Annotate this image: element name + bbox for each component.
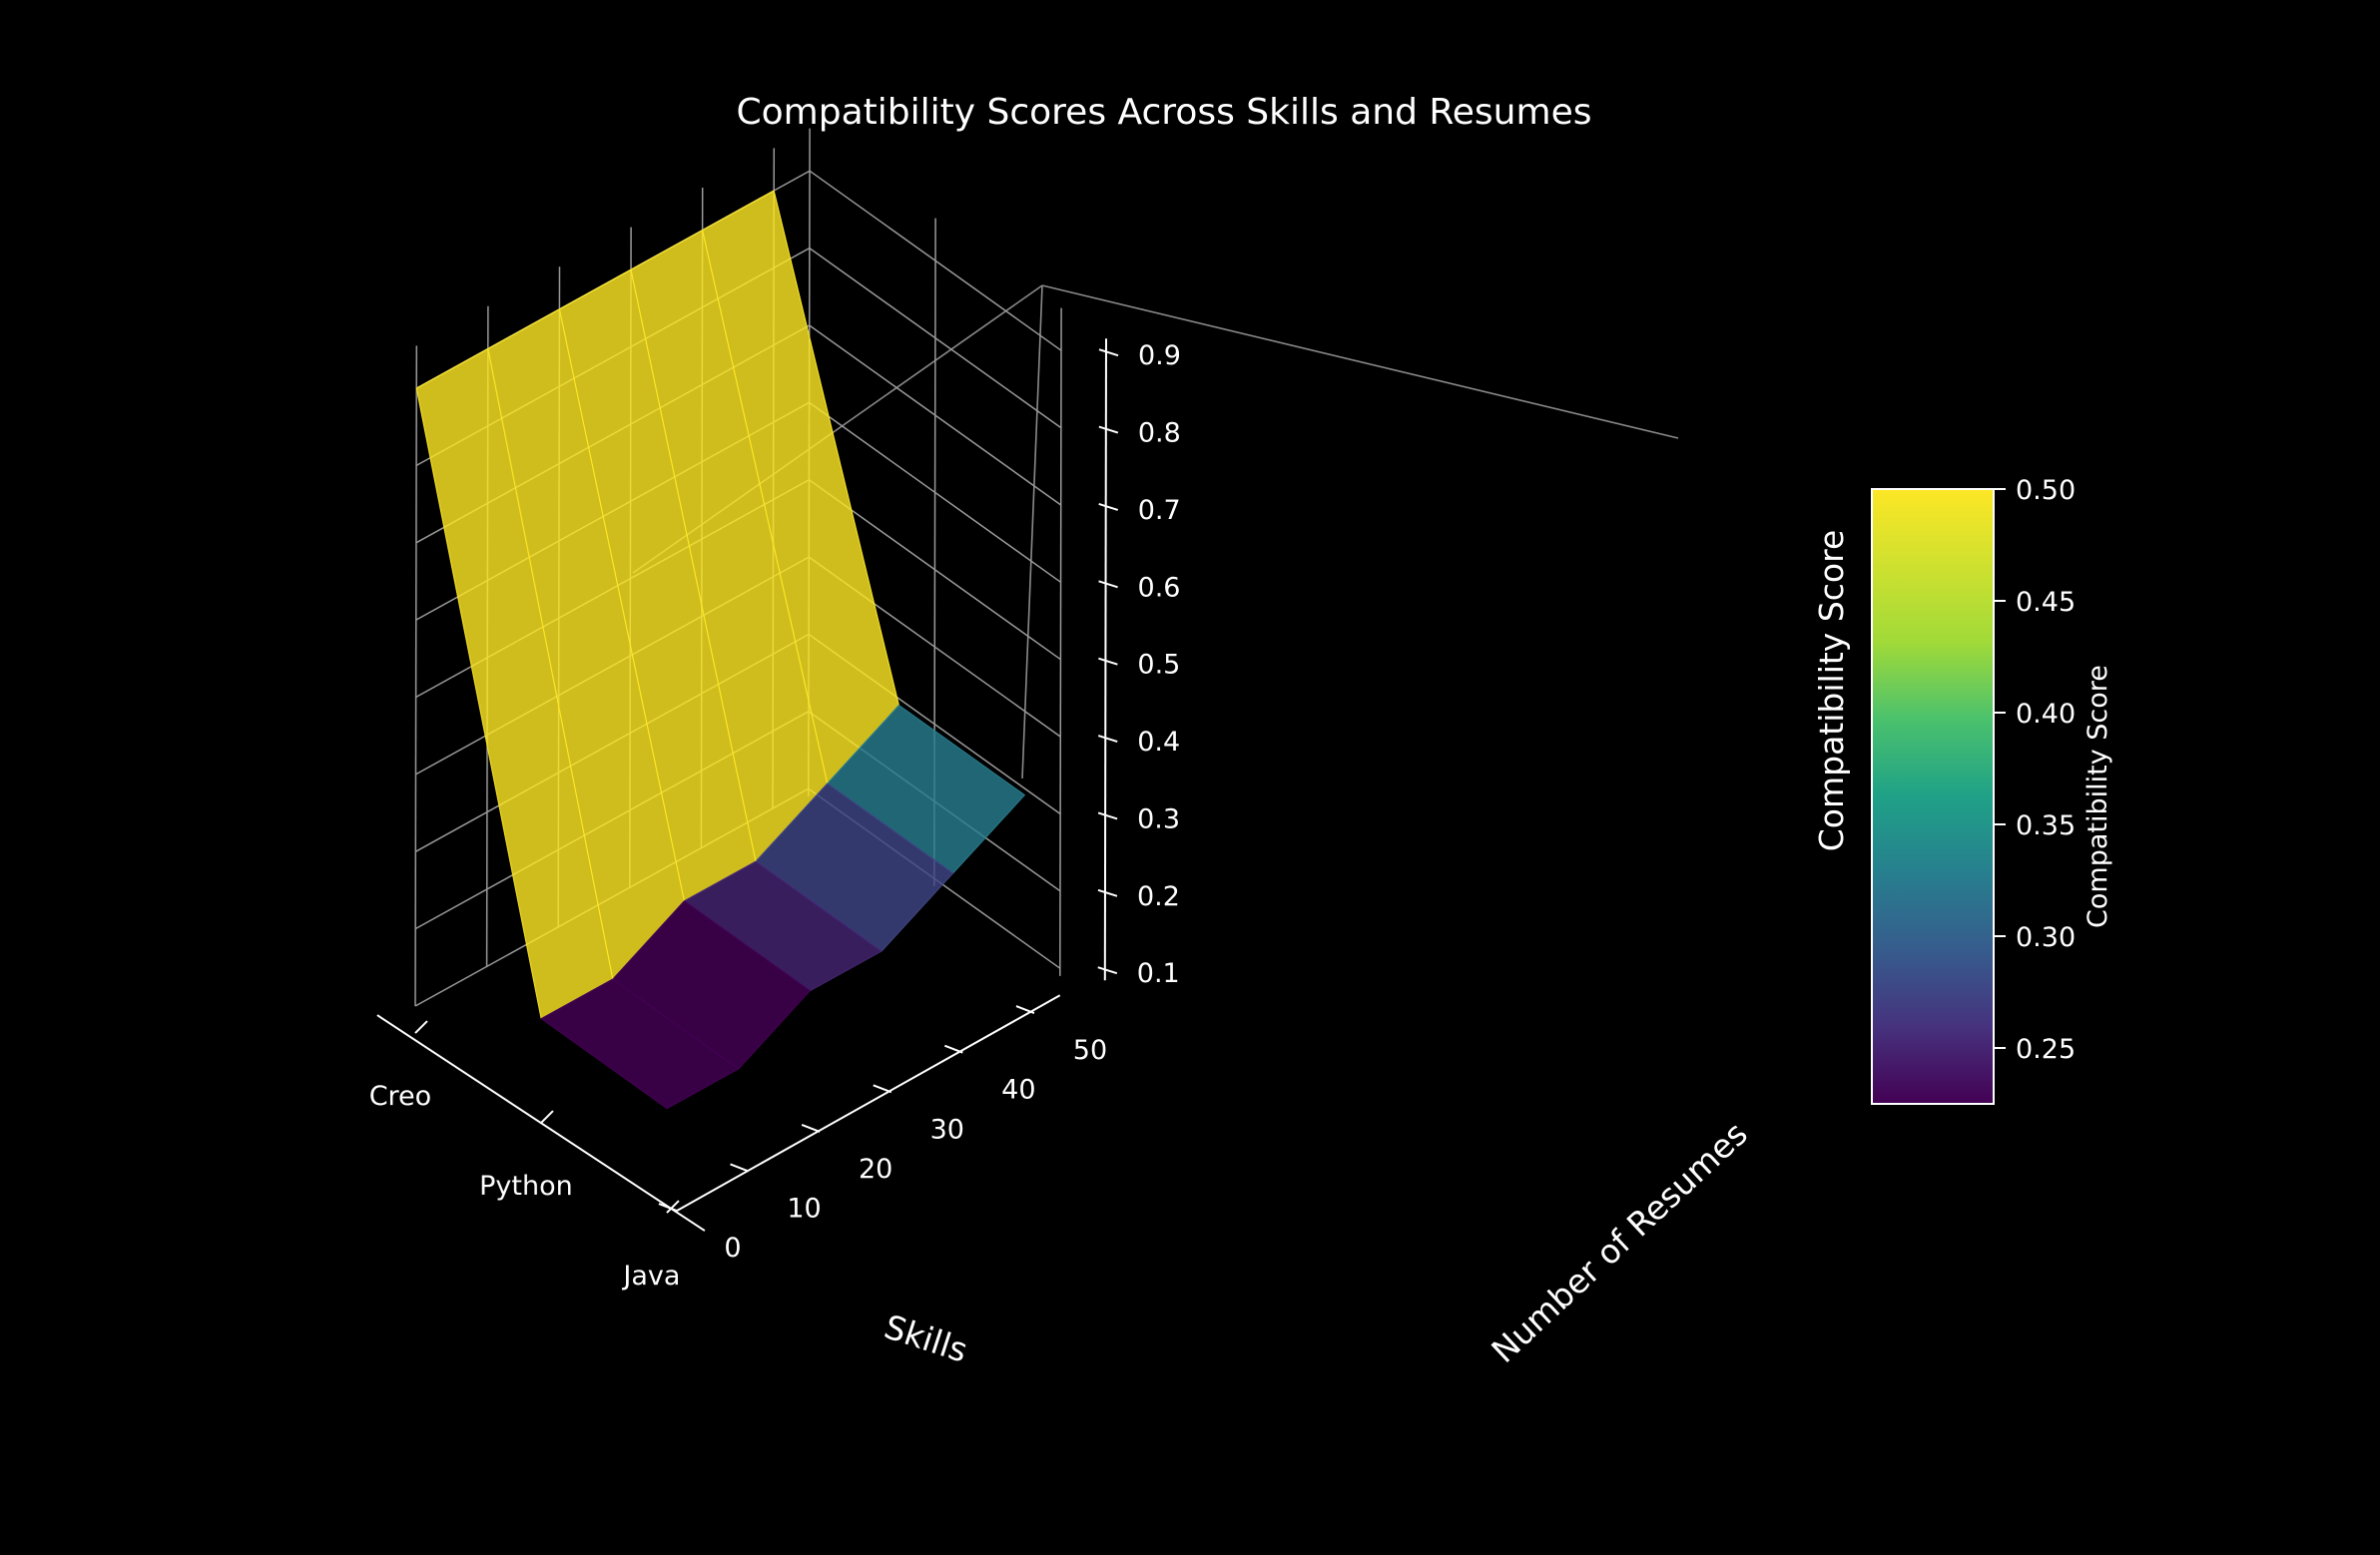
back-pane-top-edge — [1041, 284, 1679, 439]
surface-facet — [540, 978, 740, 1110]
y-tick — [943, 1044, 963, 1054]
y-tick-label: 20 — [859, 1154, 892, 1185]
y-tick — [801, 1123, 821, 1133]
z-tick — [1098, 580, 1118, 589]
x-axis-title: Skills — [880, 1306, 972, 1369]
z-tick-label: 0.9 — [1138, 340, 1181, 371]
x-grid-line — [1059, 307, 1062, 976]
z-tick — [1097, 811, 1118, 820]
colorbar-tick-label: 0.35 — [2016, 810, 2076, 841]
x-tick — [414, 1020, 428, 1034]
back-pane-corner-edge — [1021, 284, 1043, 779]
z-tick — [1097, 888, 1118, 897]
y-tick-label: 30 — [930, 1114, 964, 1145]
z-tick-label: 0.4 — [1137, 727, 1180, 758]
z-tick — [1098, 657, 1118, 666]
z-tick — [1098, 425, 1119, 434]
axes: Creo Python Java 0 10 20 30 40 50 0.1 0.2 0.3 0.4 0.5… — [369, 338, 1181, 1292]
z-tick-label: 0.8 — [1138, 418, 1181, 449]
colorbar-gradient — [1871, 488, 1995, 1105]
colorbar: 0.25 0.30 0.35 0.40 0.45 0.50 Compatibility S… — [1871, 475, 2113, 1105]
z-tick — [1097, 735, 1118, 744]
chart-title: Compatibility Scores Across Skills and R… — [737, 92, 1592, 133]
z-tick-label: 0.2 — [1137, 881, 1180, 912]
y-tick — [1015, 1005, 1035, 1015]
x-tick — [666, 1200, 680, 1214]
y-tick-label: 10 — [787, 1193, 821, 1224]
y-tick — [658, 1203, 678, 1213]
colorbar-tick-label: 0.40 — [2016, 699, 2076, 730]
z-tick — [1098, 348, 1119, 357]
surface — [415, 190, 1026, 1110]
z-tick-label: 0.6 — [1138, 572, 1181, 603]
colorbar-tick-label: 0.30 — [2016, 922, 2076, 953]
x-axis-line — [376, 1014, 706, 1232]
y-tick-label: 40 — [1001, 1075, 1035, 1106]
z-axis-line — [1103, 338, 1107, 981]
x-tick-label: Python — [479, 1171, 573, 1202]
y-tick-label: 50 — [1073, 1035, 1107, 1066]
z-tick — [1097, 966, 1118, 975]
colorbar-title: Compatibility Score — [2082, 665, 2113, 928]
y-grid-line — [414, 345, 418, 1007]
z-tick-label: 0.1 — [1137, 958, 1180, 989]
y-axis-title: Number of Resumes — [1484, 1114, 1754, 1370]
z-axis-title: Compatibility Score — [1812, 530, 1851, 852]
z-tick-label: 0.5 — [1137, 650, 1180, 681]
x-tick-label: Creo — [369, 1081, 432, 1112]
y-axis-line — [676, 994, 1061, 1212]
x-tick-label: Java — [621, 1261, 680, 1292]
z-tick-label: 0.7 — [1138, 495, 1181, 526]
z-tick-label: 0.3 — [1137, 803, 1180, 834]
y-tick-label: 0 — [724, 1233, 741, 1264]
colorbar-ticks: 0.25 0.30 0.35 0.40 0.45 0.50 — [1994, 475, 2076, 1065]
colorbar-tick-label: 0.45 — [2016, 587, 2076, 618]
y-tick — [873, 1084, 892, 1094]
z-tick — [1098, 502, 1119, 511]
colorbar-tick-label: 0.50 — [2016, 475, 2076, 506]
y-tick — [730, 1163, 749, 1173]
colorbar-tick-label: 0.25 — [2016, 1034, 2076, 1065]
x-tick — [540, 1110, 554, 1124]
